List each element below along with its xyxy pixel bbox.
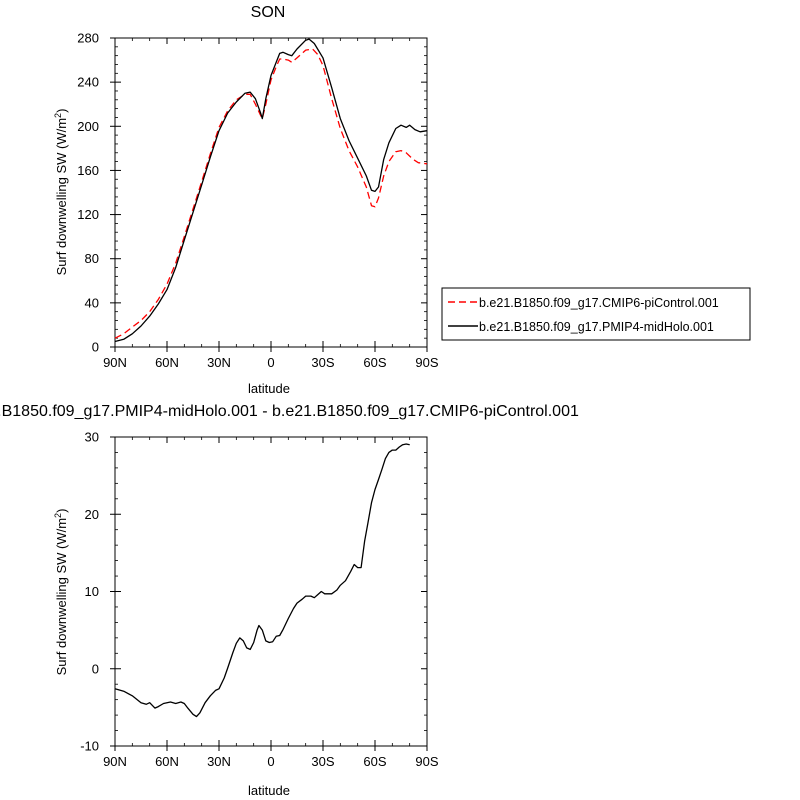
x-tick-label: 60S: [363, 355, 386, 370]
top-plot-area: 90N 60N 30N 0 30S 60S 90S 0 40 80 120 160 200 240 280: [77, 31, 439, 371]
y-tick-label: 0: [92, 661, 99, 676]
top-chart-title: SON: [251, 4, 286, 21]
x-tick-label: 30N: [207, 754, 231, 769]
series-line-0: [114, 443, 410, 718]
x-tick-label: 30S: [311, 355, 334, 370]
y-tick-label: 40: [85, 295, 99, 310]
x-tick-label: 90S: [415, 355, 438, 370]
y-tick-label: 160: [77, 163, 99, 178]
bottom-y-axis-label: Surf downwelling SW (W/m2): [53, 509, 69, 676]
x-tick-label: 0: [267, 754, 274, 769]
bottom-plot-area: 90N 60N 30N 0 30S 60S 90S -10 0 10 20 30: [80, 430, 439, 770]
y-tick-label: 240: [77, 75, 99, 90]
y-tick-label: 120: [77, 207, 99, 222]
x-tick-label: 60N: [155, 754, 179, 769]
x-tick-label: 30N: [207, 355, 231, 370]
legend-label-picontrol: b.e21.B1850.f09_g17.CMIP6-piControl.001: [479, 296, 719, 310]
y-tick-label: 80: [85, 251, 99, 266]
y-tick-label: -10: [80, 739, 99, 754]
x-tick-label: 90N: [103, 754, 127, 769]
legend-box: [441, 287, 751, 341]
top-y-axis-label: Surf downwelling SW (W/m2): [53, 109, 69, 276]
x-tick-label: 90S: [415, 754, 438, 769]
y-tick-label: 10: [85, 584, 99, 599]
legend-label-midholo: b.e21.B1850.f09_g17.PMIP4-midHolo.001: [479, 320, 714, 334]
x-tick-label: 0: [267, 355, 274, 370]
bottom-chart: b.e21.B1850.f09_g17.PMIP4-midHolo.001 - …: [0, 403, 579, 798]
series-line-1: [114, 38, 428, 343]
series-line-0: [114, 48, 428, 339]
bottom-chart-title: b.e21.B1850.f09_g17.PMIP4-midHolo.001 - …: [0, 403, 579, 420]
x-tick-label: 90N: [103, 355, 127, 370]
plot-frame: [114, 436, 428, 747]
y-tick-label: 20: [85, 507, 99, 522]
x-tick-label: 30S: [311, 754, 334, 769]
y-tick-label: 0: [92, 340, 99, 355]
bottom-x-axis-label: latitude: [248, 783, 290, 798]
x-tick-label: 60N: [155, 355, 179, 370]
y-tick-label: 200: [77, 119, 99, 134]
y-tick-label: 280: [77, 31, 99, 46]
top-x-axis-label: latitude: [248, 381, 290, 396]
y-tick-label: 30: [85, 430, 99, 445]
top-chart: SON 90N 60N 30N 0 30S 60S 90S 0 40 80 120 160 200 240…: [53, 4, 439, 396]
x-tick-label: 60S: [363, 754, 386, 769]
legend: b.e21.B1850.f09_g17.CMIP6-piControl.001 …: [441, 287, 751, 341]
